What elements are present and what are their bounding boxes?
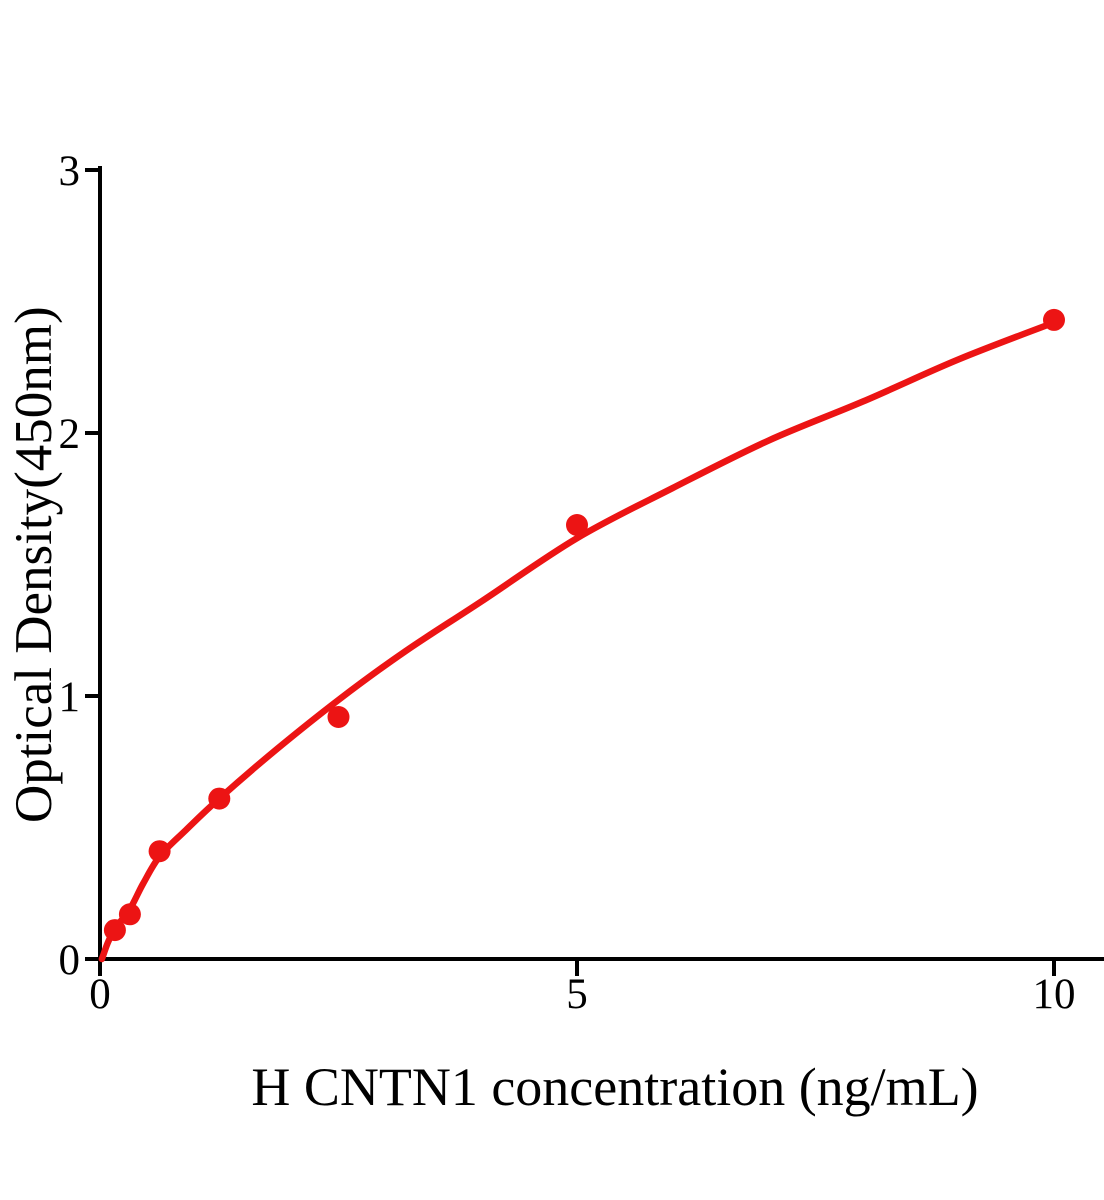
data-point <box>148 840 171 863</box>
x-tick-label: 0 <box>89 971 111 1018</box>
y-tick-label: 2 <box>59 411 81 458</box>
x-tick-label: 5 <box>566 971 588 1018</box>
x-tick-label: 10 <box>1033 971 1076 1018</box>
y-tick-label: 3 <box>59 148 81 195</box>
y-tick-label: 0 <box>59 937 81 984</box>
x-axis-title: H CNTN1 concentration (ng/mL) <box>251 1057 979 1117</box>
data-point <box>103 919 126 942</box>
data-point <box>118 903 141 926</box>
data-point <box>1043 308 1065 331</box>
data-point <box>566 514 588 536</box>
fit-curve <box>98 319 1058 963</box>
y-axis-title: Optical Density(450nm) <box>5 306 63 824</box>
data-point <box>327 706 350 728</box>
y-tick-label: 1 <box>59 674 81 721</box>
data-point <box>208 787 231 810</box>
